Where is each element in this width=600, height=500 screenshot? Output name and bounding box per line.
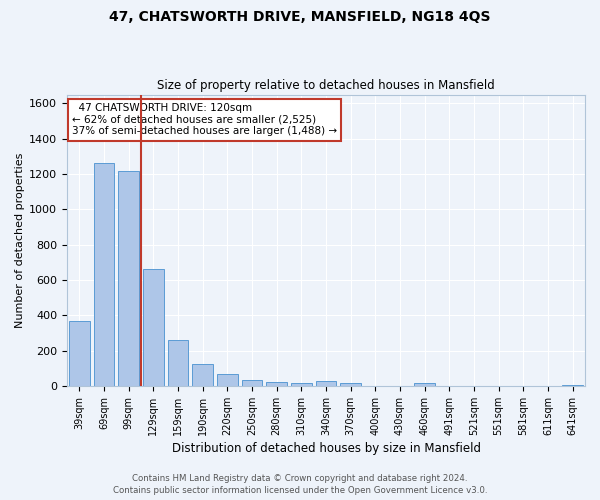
Bar xyxy=(192,364,213,386)
Bar xyxy=(118,172,139,386)
Y-axis label: Number of detached properties: Number of detached properties xyxy=(15,152,25,328)
Text: 47, CHATSWORTH DRIVE, MANSFIELD, NG18 4QS: 47, CHATSWORTH DRIVE, MANSFIELD, NG18 4Q… xyxy=(109,10,491,24)
Bar xyxy=(414,384,435,386)
Bar xyxy=(316,380,337,386)
Bar xyxy=(340,383,361,386)
Text: Contains HM Land Registry data © Crown copyright and database right 2024.
Contai: Contains HM Land Registry data © Crown c… xyxy=(113,474,487,495)
Bar xyxy=(266,382,287,386)
Bar xyxy=(69,322,90,386)
Bar xyxy=(291,384,312,386)
Bar xyxy=(167,340,188,386)
X-axis label: Distribution of detached houses by size in Mansfield: Distribution of detached houses by size … xyxy=(172,442,481,455)
Bar xyxy=(143,270,164,386)
Bar xyxy=(242,380,262,386)
Title: Size of property relative to detached houses in Mansfield: Size of property relative to detached ho… xyxy=(157,79,495,92)
Bar xyxy=(562,385,583,386)
Bar xyxy=(217,374,238,386)
Text: 47 CHATSWORTH DRIVE: 120sqm  
← 62% of detached houses are smaller (2,525)
37% o: 47 CHATSWORTH DRIVE: 120sqm ← 62% of det… xyxy=(72,104,337,136)
Bar xyxy=(94,162,115,386)
